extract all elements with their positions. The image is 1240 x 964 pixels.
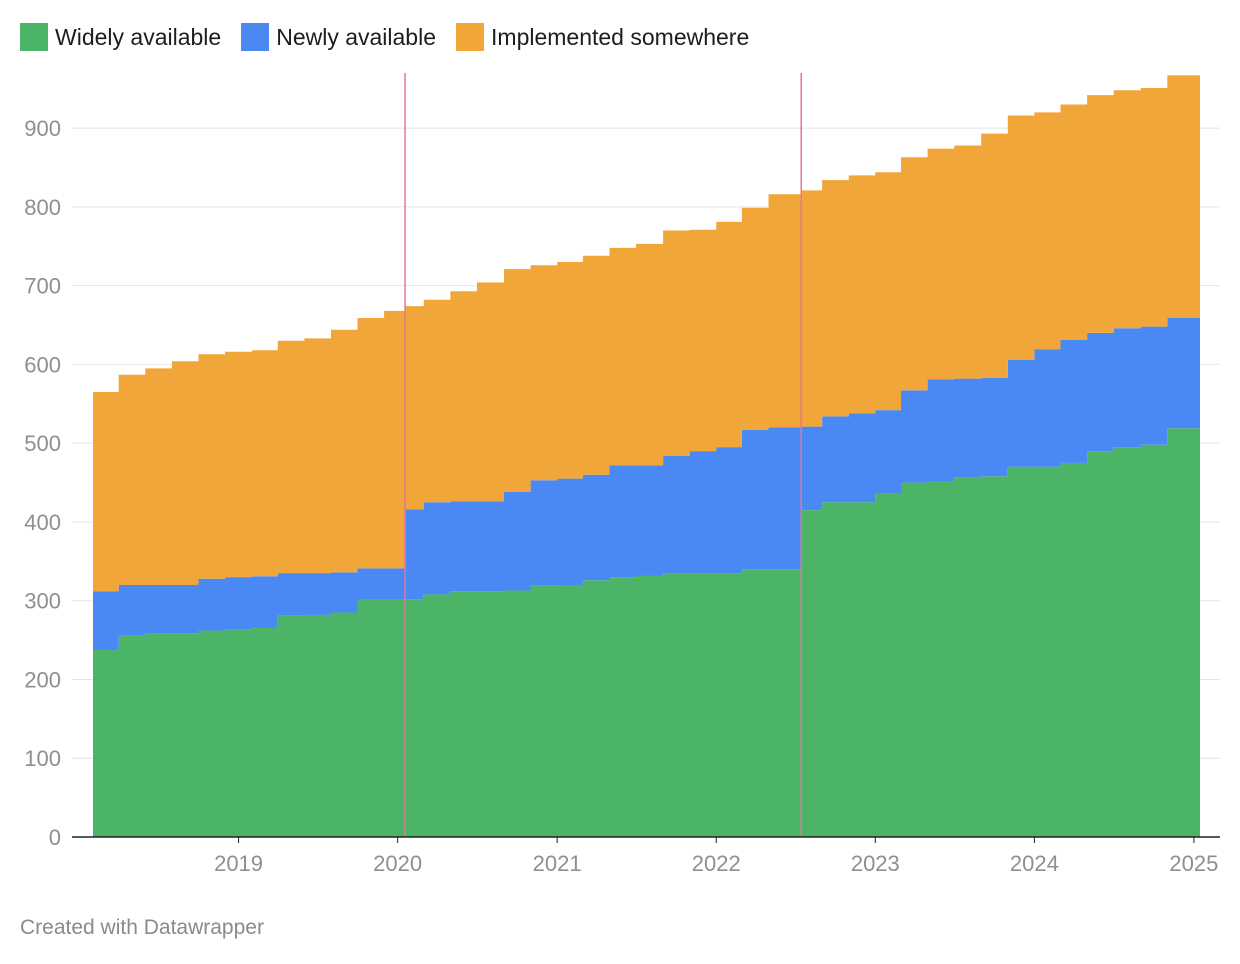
y-tick-label: 400 [24, 510, 61, 535]
legend-item-newly-available: Newly available [241, 23, 436, 51]
y-tick-label: 200 [24, 667, 61, 692]
legend-swatch-newly-available [241, 23, 270, 51]
area-layer [93, 72, 1200, 837]
y-tick-label: 900 [24, 116, 61, 141]
x-tick-label: 2020 [373, 851, 422, 876]
legend-swatch-implemented-somewhere [456, 23, 485, 51]
legend-item-widely-available: Widely available [20, 23, 221, 51]
annotation-lines [404, 73, 802, 837]
area-newly-available [93, 306, 1200, 650]
y-tick-label: 300 [24, 589, 61, 614]
x-tick-label: 2019 [214, 851, 263, 876]
x-tick-label: 2023 [851, 851, 900, 876]
x-tick-label: 2025 [1169, 851, 1218, 876]
legend: Widely available Newly available Impleme… [20, 20, 769, 54]
area-implemented-somewhere [93, 72, 1200, 592]
y-axis-tick-labels: 0 100 200 300 400 500 600 700 800 900 [24, 116, 61, 850]
legend-label: Implemented somewhere [491, 23, 750, 50]
y-tick-label: 500 [24, 431, 61, 456]
y-tick-label: 700 [24, 274, 61, 299]
x-tick-label: 2024 [1010, 851, 1059, 876]
x-tick-label: 2022 [692, 851, 741, 876]
legend-label: Newly available [276, 23, 437, 50]
credit-text: Created with Datawrapper [20, 916, 264, 939]
legend-label: Widely available [55, 23, 222, 50]
y-tick-label: 600 [24, 352, 61, 377]
y-tick-label: 0 [49, 825, 61, 850]
x-tick-label: 2021 [533, 851, 582, 876]
x-axis [72, 836, 1220, 843]
stacked-area-chart: 0 100 200 300 400 500 600 700 800 900 2019 2020 202… [24, 72, 1220, 876]
area-widely-available [93, 426, 1200, 837]
y-tick-label: 100 [24, 746, 61, 771]
legend-swatch-widely-available [20, 23, 48, 51]
legend-item-implemented-somewhere: Implemented somewhere [456, 23, 749, 51]
y-tick-label: 800 [24, 195, 61, 220]
x-axis-tick-labels: 2019 2020 2021 2022 2023 2024 2025 [214, 851, 1218, 876]
